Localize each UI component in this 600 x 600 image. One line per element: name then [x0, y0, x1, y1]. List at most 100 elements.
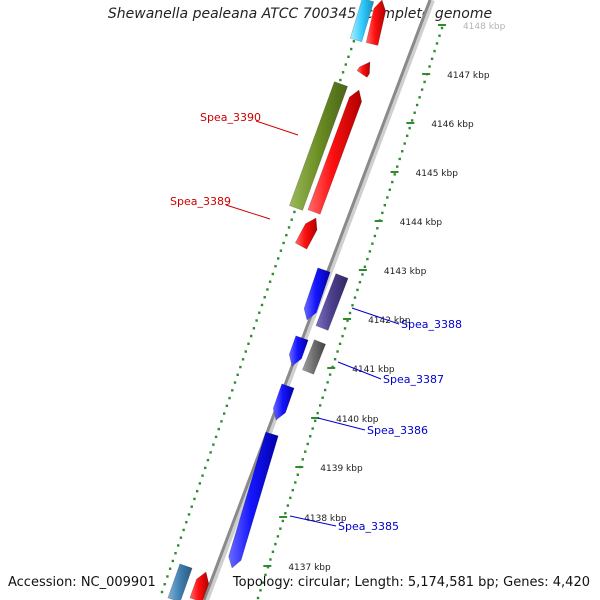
ruler-dot — [371, 242, 374, 245]
ruler-dot — [318, 404, 322, 407]
ruler-dot — [274, 265, 277, 268]
ruler-dot — [408, 126, 411, 130]
ruler-dot — [236, 373, 239, 377]
gene-purple[interactable] — [315, 273, 349, 331]
gene-label[interactable]: Spea_3388 — [401, 318, 462, 331]
tick-label: 4138 kbp — [304, 514, 347, 524]
ruler-dot — [420, 88, 424, 91]
gene-spea-3387[interactable] — [288, 335, 309, 367]
ruler-dot — [368, 250, 372, 253]
gene-spea-3390[interactable] — [307, 89, 362, 215]
ruler-dot — [264, 573, 267, 577]
ruler-dot — [269, 558, 272, 561]
ruler-dot — [376, 227, 379, 230]
gene-forward-bottom[interactable] — [189, 571, 210, 600]
ruler-dot — [239, 365, 242, 369]
ruler-dot — [276, 535, 280, 538]
ruler-dot — [410, 119, 414, 122]
ruler-dot — [220, 420, 223, 423]
ruler-dot — [383, 203, 387, 207]
ruler-dot — [287, 226, 291, 229]
ruler-dot — [163, 583, 166, 586]
ruler-dot — [290, 218, 293, 221]
ruler-dot — [279, 249, 283, 252]
ruler-dot — [336, 350, 339, 353]
label-leader-line — [225, 204, 271, 220]
outer-ruler — [256, 26, 444, 600]
ruler-dot — [284, 512, 287, 515]
ruler-dot — [388, 188, 391, 191]
ruler-dot — [309, 435, 312, 438]
ruler-dot — [294, 481, 297, 484]
ruler-dot — [206, 458, 210, 462]
ruler-dot — [190, 505, 193, 508]
ruler-dot — [241, 358, 245, 361]
gene-label[interactable]: Spea_3387 — [383, 373, 444, 386]
ruler-dot — [361, 273, 364, 276]
gene-spea-3389[interactable] — [294, 217, 318, 250]
ruler-dot — [274, 542, 277, 546]
gene-label[interactable]: Spea_3386 — [367, 424, 428, 437]
gene-label[interactable]: Spea_3390 — [200, 111, 261, 124]
ruler-dot — [291, 488, 295, 492]
ruler-dot — [198, 482, 202, 485]
ruler-dot — [415, 103, 419, 107]
ruler-dot — [381, 211, 384, 215]
ruler-dot — [160, 590, 164, 594]
ruler-dot — [423, 80, 426, 84]
ruler-dot — [311, 427, 314, 430]
ruler-dot — [228, 396, 231, 400]
ruler-dot — [187, 513, 191, 516]
ruler-dot — [214, 435, 218, 439]
gene-steel-bottom[interactable] — [167, 563, 193, 600]
gene-spea-3385[interactable] — [228, 431, 279, 569]
gene-forward-top[interactable] — [365, 0, 386, 46]
ruler-dot — [347, 55, 350, 58]
ruler-dot — [286, 504, 290, 507]
ruler-dot — [373, 234, 377, 238]
tick-label: 4141 kbp — [352, 365, 395, 375]
ruler-dot — [418, 96, 421, 99]
gene-spea-3386[interactable] — [272, 383, 295, 421]
ruler-dot — [279, 527, 282, 530]
ruler-dot — [277, 257, 280, 260]
ruler-dot — [339, 78, 342, 82]
gene-olive[interactable] — [289, 81, 348, 211]
ruler-dot — [326, 381, 329, 384]
label-leader-line — [351, 307, 400, 325]
ruler-dot — [344, 63, 347, 66]
ruler-dot — [201, 474, 204, 477]
genome-title: Shewanella pealeana ATCC 700345, complet… — [107, 6, 493, 22]
ruler-dot — [413, 111, 416, 114]
gene-label[interactable]: Spea_3385 — [338, 520, 399, 533]
gene-spea-3388[interactable] — [303, 267, 331, 321]
ruler-dot — [349, 47, 353, 51]
ruler-dot — [193, 497, 196, 501]
ruler-dot — [174, 552, 177, 555]
tick-label: 4143 kbp — [384, 267, 427, 277]
ruler-dot — [358, 280, 362, 284]
ruler-dot — [259, 589, 262, 592]
ruler-dot — [166, 575, 169, 578]
ruler-dot — [271, 272, 275, 276]
ruler-dot — [433, 49, 436, 53]
ruler-dot — [249, 334, 253, 338]
ruler-dot — [341, 334, 344, 338]
ruler-dot — [306, 442, 309, 446]
ruler-dot — [356, 288, 359, 292]
ruler-dot — [244, 350, 247, 353]
tick-label: 4139 kbp — [320, 464, 363, 474]
ruler-dot — [440, 26, 444, 30]
tick-label: 4146 kbp — [431, 120, 474, 130]
ruler-dot — [396, 165, 399, 168]
ruler-dot — [435, 42, 439, 45]
gene-forward-small[interactable] — [356, 61, 371, 78]
ruler-dot — [391, 180, 394, 184]
ruler-dot — [316, 411, 319, 415]
ruler-dot — [233, 381, 237, 384]
gene-gray[interactable] — [302, 339, 326, 375]
gene-cyan-top[interactable] — [349, 0, 375, 43]
ruler-dot — [313, 419, 317, 423]
gene-label[interactable]: Spea_3389 — [170, 195, 231, 208]
